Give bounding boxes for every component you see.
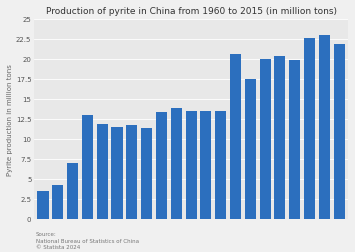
Bar xyxy=(319,36,330,219)
Bar xyxy=(230,54,241,219)
Bar xyxy=(215,112,226,219)
Bar xyxy=(141,129,152,219)
Bar xyxy=(274,57,285,219)
Title: Production of pyrite in China from 1960 to 2015 (in million tons): Production of pyrite in China from 1960 … xyxy=(45,7,337,16)
Bar xyxy=(38,191,49,219)
Text: Source:
National Bureau of Statistics of China
© Statista 2024: Source: National Bureau of Statistics of… xyxy=(36,231,138,249)
Bar xyxy=(200,111,212,219)
Bar xyxy=(334,45,345,219)
Bar xyxy=(186,112,197,219)
Y-axis label: Pyrite production in million tons: Pyrite production in million tons xyxy=(7,64,13,175)
Bar xyxy=(111,128,122,219)
Bar xyxy=(171,109,182,219)
Bar xyxy=(52,185,64,219)
Bar xyxy=(156,113,167,219)
Bar xyxy=(82,115,93,219)
Bar xyxy=(245,80,256,219)
Bar xyxy=(126,125,137,219)
Bar xyxy=(304,39,315,219)
Bar xyxy=(260,59,271,219)
Bar xyxy=(67,163,78,219)
Bar xyxy=(289,61,300,219)
Bar xyxy=(97,125,108,219)
